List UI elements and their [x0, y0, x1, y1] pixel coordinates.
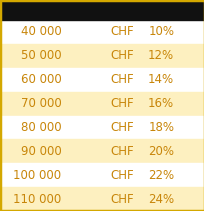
- Text: 24%: 24%: [147, 193, 173, 206]
- Bar: [0, 187, 204, 211]
- Text: 100 000: 100 000: [13, 169, 61, 182]
- Text: CHF: CHF: [110, 121, 134, 134]
- Bar: [0, 0, 204, 20]
- Text: CHF: CHF: [110, 49, 134, 62]
- Bar: [0, 115, 204, 139]
- Bar: [0, 92, 204, 115]
- Text: 16%: 16%: [147, 97, 173, 110]
- Text: 18%: 18%: [147, 121, 173, 134]
- Text: 10%: 10%: [147, 26, 173, 38]
- Text: 22%: 22%: [147, 169, 173, 182]
- Text: 14%: 14%: [147, 73, 173, 86]
- Bar: [0, 139, 204, 163]
- Text: 12%: 12%: [147, 49, 173, 62]
- Text: CHF: CHF: [110, 97, 134, 110]
- Text: 80 000: 80 000: [21, 121, 61, 134]
- Text: CHF: CHF: [110, 193, 134, 206]
- Bar: [0, 44, 204, 68]
- Text: CHF: CHF: [110, 73, 134, 86]
- Bar: [0, 20, 204, 44]
- Text: CHF: CHF: [110, 26, 134, 38]
- Bar: [0, 68, 204, 92]
- Text: 90 000: 90 000: [21, 145, 61, 158]
- Bar: [0, 163, 204, 187]
- Text: 20%: 20%: [147, 145, 173, 158]
- Text: CHF: CHF: [110, 145, 134, 158]
- Text: 70 000: 70 000: [21, 97, 61, 110]
- Text: CHF: CHF: [110, 169, 134, 182]
- Text: 60 000: 60 000: [21, 73, 61, 86]
- Text: 40 000: 40 000: [21, 26, 61, 38]
- Text: 50 000: 50 000: [21, 49, 61, 62]
- Text: 110 000: 110 000: [13, 193, 61, 206]
